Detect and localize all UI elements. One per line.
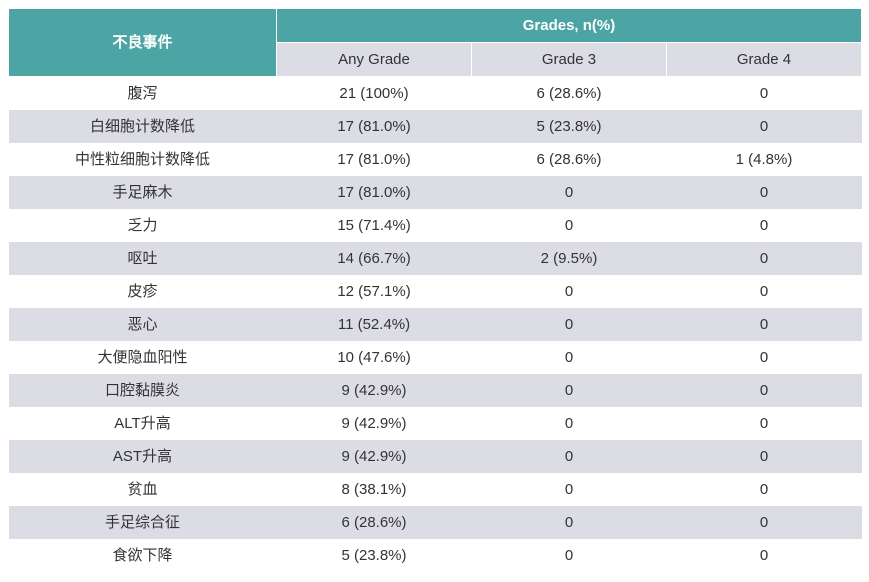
cell-any-grade: 21 (100%) [277, 77, 472, 111]
table-row: 皮疹12 (57.1%)00 [9, 275, 862, 308]
cell-any-grade: 17 (81.0%) [277, 110, 472, 143]
cell-grade-3: 0 [472, 539, 667, 572]
cell-event: 腹泻 [9, 77, 277, 111]
cell-grade-4: 0 [667, 473, 862, 506]
cell-grade-3: 6 (28.6%) [472, 143, 667, 176]
table-row: 食欲下降5 (23.8%)00 [9, 539, 862, 572]
cell-event: 大便隐血阳性 [9, 341, 277, 374]
cell-event: 手足麻木 [9, 176, 277, 209]
cell-grade-4: 0 [667, 242, 862, 275]
table-row: 腹泻21 (100%)6 (28.6%)0 [9, 77, 862, 111]
cell-grade-4: 0 [667, 341, 862, 374]
cell-grade-4: 0 [667, 407, 862, 440]
cell-event: 乏力 [9, 209, 277, 242]
cell-any-grade: 6 (28.6%) [277, 506, 472, 539]
table-row: AST升高9 (42.9%)00 [9, 440, 862, 473]
cell-any-grade: 11 (52.4%) [277, 308, 472, 341]
cell-grade-4: 0 [667, 539, 862, 572]
cell-grade-4: 0 [667, 77, 862, 111]
table-row: 口腔黏膜炎9 (42.9%)00 [9, 374, 862, 407]
table-row: 手足麻木17 (81.0%)00 [9, 176, 862, 209]
col-header-grade-4: Grade 4 [667, 43, 862, 77]
cell-grade-3: 0 [472, 374, 667, 407]
cell-grade-3: 0 [472, 308, 667, 341]
cell-any-grade: 10 (47.6%) [277, 341, 472, 374]
cell-event: 恶心 [9, 308, 277, 341]
cell-grade-4: 0 [667, 440, 862, 473]
cell-grade-3: 0 [472, 506, 667, 539]
cell-grade-4: 1 (4.8%) [667, 143, 862, 176]
cell-any-grade: 12 (57.1%) [277, 275, 472, 308]
table-row: 乏力15 (71.4%)00 [9, 209, 862, 242]
table-row: 中性粒细胞计数降低17 (81.0%)6 (28.6%)1 (4.8%) [9, 143, 862, 176]
cell-event: ALT升高 [9, 407, 277, 440]
table-row: 呕吐14 (66.7%)2 (9.5%)0 [9, 242, 862, 275]
cell-event: AST升高 [9, 440, 277, 473]
cell-grade-3: 0 [472, 407, 667, 440]
col-header-any-grade: Any Grade [277, 43, 472, 77]
cell-grade-4: 0 [667, 275, 862, 308]
cell-grade-3: 0 [472, 440, 667, 473]
cell-grade-3: 6 (28.6%) [472, 77, 667, 111]
group-header-label: Grades, n(%) [277, 9, 862, 43]
table-row: 恶心11 (52.4%)00 [9, 308, 862, 341]
cell-event: 口腔黏膜炎 [9, 374, 277, 407]
cell-any-grade: 9 (42.9%) [277, 374, 472, 407]
table-row: 大便隐血阳性10 (47.6%)00 [9, 341, 862, 374]
cell-grade-4: 0 [667, 176, 862, 209]
row-header-label: 不良事件 [9, 9, 277, 77]
cell-grade-3: 0 [472, 341, 667, 374]
cell-event: 手足综合征 [9, 506, 277, 539]
cell-grade-3: 0 [472, 275, 667, 308]
cell-any-grade: 17 (81.0%) [277, 143, 472, 176]
cell-grade-4: 0 [667, 110, 862, 143]
col-header-grade-3: Grade 3 [472, 43, 667, 77]
cell-event: 皮疹 [9, 275, 277, 308]
cell-event: 白细胞计数降低 [9, 110, 277, 143]
cell-event: 食欲下降 [9, 539, 277, 572]
cell-grade-4: 0 [667, 308, 862, 341]
cell-event: 中性粒细胞计数降低 [9, 143, 277, 176]
table-row: ALT升高9 (42.9%)00 [9, 407, 862, 440]
cell-grade-3: 0 [472, 176, 667, 209]
cell-any-grade: 15 (71.4%) [277, 209, 472, 242]
cell-any-grade: 17 (81.0%) [277, 176, 472, 209]
table-row: 白细胞计数降低17 (81.0%)5 (23.8%)0 [9, 110, 862, 143]
cell-any-grade: 8 (38.1%) [277, 473, 472, 506]
cell-grade-4: 0 [667, 506, 862, 539]
table-body: 腹泻21 (100%)6 (28.6%)0白细胞计数降低17 (81.0%)5 … [9, 77, 862, 573]
cell-grade-3: 0 [472, 473, 667, 506]
cell-grade-3: 5 (23.8%) [472, 110, 667, 143]
adverse-events-table: 不良事件 Grades, n(%) Any Grade Grade 3 Grad… [8, 8, 862, 572]
cell-grade-4: 0 [667, 209, 862, 242]
cell-grade-3: 0 [472, 209, 667, 242]
cell-event: 呕吐 [9, 242, 277, 275]
cell-grade-3: 2 (9.5%) [472, 242, 667, 275]
cell-any-grade: 9 (42.9%) [277, 440, 472, 473]
cell-any-grade: 14 (66.7%) [277, 242, 472, 275]
cell-any-grade: 5 (23.8%) [277, 539, 472, 572]
table-row: 贫血8 (38.1%)00 [9, 473, 862, 506]
table-row: 手足综合征6 (28.6%)00 [9, 506, 862, 539]
cell-event: 贫血 [9, 473, 277, 506]
cell-any-grade: 9 (42.9%) [277, 407, 472, 440]
cell-grade-4: 0 [667, 374, 862, 407]
